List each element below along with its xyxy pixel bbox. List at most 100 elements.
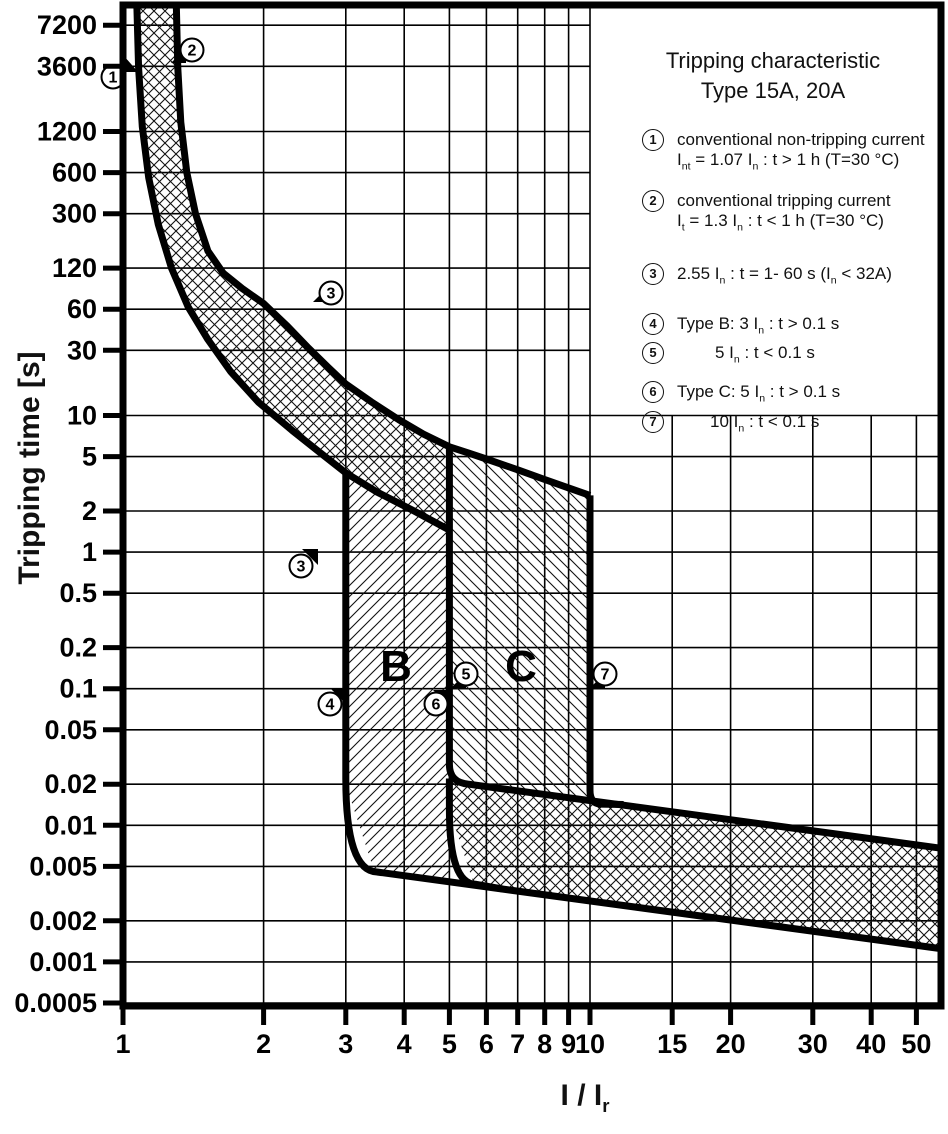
legend-number-4-icon: 4: [642, 313, 664, 336]
x-tick-label-4: 4: [397, 1029, 412, 1059]
legend-item-4-text: Type B: 3 In : t > 0.1 s: [677, 314, 840, 337]
legend-item-6: 6 Type C: 5 In : t > 0.1 s: [642, 380, 948, 408]
y-tick-label-7200: 7200: [37, 10, 97, 40]
type-b-5In-lower-boundary: [445, 778, 504, 893]
y-tick-label-2: 2: [82, 496, 97, 526]
x-tick-label-40: 40: [856, 1029, 886, 1059]
legend-item-3: 3 2.55 In : t = 1- 60 s (In < 32A): [642, 262, 948, 290]
y-tick-label-0.002: 0.002: [29, 906, 97, 936]
legend-item-6-text: Type C: 5 In : t > 0.1 s: [677, 381, 841, 405]
region-label-C: C: [505, 642, 537, 691]
hatched-regions: [136, 5, 941, 949]
x-tick-label-15: 15: [657, 1029, 687, 1059]
legend-item-7: 7 10 In : t < 0.1 s: [642, 411, 948, 438]
y-axis-title: Tripping time [s]: [13, 351, 46, 585]
type-c-5In-boundary-and-upper-magnetic-limit: [445, 446, 941, 852]
callout-1-flag-icon: [124, 56, 138, 72]
callout-7-number: 7: [601, 667, 610, 684]
region-c: [449, 446, 590, 800]
y-tick-label-0.2: 0.2: [59, 633, 97, 663]
callout-3-circle-icon: [318, 280, 344, 306]
legend-item-2-text: conventional tripping current It = 1.3 In…: [677, 191, 891, 234]
legend-item-1: 1 conventional non-tripping current Int = …: [642, 129, 948, 176]
legend-item-2: 2 conventional tripping current It = 1.3 I…: [642, 190, 948, 237]
callout-3-flag-icon: [302, 549, 318, 565]
legend-item-4: 4 Type B: 3 In : t > 0.1 s: [642, 313, 948, 340]
region-b: [345, 472, 475, 886]
callout-6-number: 6: [432, 697, 441, 714]
callout-3-marker: 3: [288, 549, 318, 579]
legend-number-6-icon: 6: [642, 380, 664, 403]
callout-markers: 1 2 3 3 4 5 6 7: [100, 37, 618, 717]
legend-item-1-text: conventional non-tripping current Int = 1…: [677, 130, 925, 173]
x-tick-label-3: 3: [338, 1029, 353, 1059]
callout-4-number: 4: [326, 697, 335, 714]
callout-1-number: 1: [109, 70, 118, 87]
callout-3-number: 3: [327, 286, 336, 303]
y-tick-label-0.01: 0.01: [44, 810, 97, 840]
x-tick-label-50: 50: [901, 1029, 931, 1059]
legend-title-line2: Type 15A, 20A: [700, 78, 846, 103]
x-tick-label-2: 2: [256, 1029, 271, 1059]
legend-number-2-icon: 2: [642, 190, 664, 213]
legend-number-3-icon: 3: [642, 262, 664, 285]
legend-item-5-text: 5 In : t < 0.1 s: [715, 342, 815, 365]
legend-title-line1: Tripping characteristic: [665, 48, 881, 73]
curve-1-conventional-non-tripping-1.07In: [133, 5, 452, 534]
y-tick-label-0.001: 0.001: [29, 947, 97, 977]
x-axis-title: I / Ir: [560, 1079, 610, 1116]
characteristic-curves: [133, 5, 941, 953]
x-tick-label-7: 7: [510, 1029, 525, 1059]
x-tick-label-1: 1: [115, 1029, 130, 1059]
legend-number-1-icon: 1: [642, 129, 664, 151]
y-tick-label-60: 60: [67, 294, 97, 324]
legend-number-5-icon: 5: [642, 341, 664, 364]
y-tick-label-120: 120: [52, 253, 97, 283]
curve-2-conventional-tripping-1.3In: [172, 5, 592, 499]
legend-items: 1 conventional non-tripping current Int = …: [598, 129, 948, 439]
y-tick-label-300: 300: [52, 199, 97, 229]
y-tick-label-30: 30: [67, 335, 97, 365]
callout-4-marker: 4: [317, 689, 347, 717]
callout-3-marker: 3: [313, 280, 344, 306]
y-tick-label-0.5: 0.5: [59, 578, 97, 608]
y-tick-label-0.05: 0.05: [44, 715, 97, 745]
x-tick-label-9: 9: [561, 1029, 576, 1059]
legend-title: Tripping characteristic Type 15A, 20A: [598, 46, 948, 106]
x-tick-label-5: 5: [442, 1029, 457, 1059]
y-tick-label-0.0005: 0.0005: [14, 988, 97, 1018]
y-tick-label-0.005: 0.005: [29, 851, 97, 881]
magnetic-band: [449, 773, 941, 949]
plot-border: [119, 1, 945, 1010]
callout-5-marker: 5: [451, 661, 479, 688]
callout-3-circle-icon: [288, 553, 314, 579]
thermal-band: [136, 5, 450, 530]
y-tick-label-3600: 3600: [37, 51, 97, 81]
callout-2-marker: 2: [171, 37, 205, 63]
y-tick-label-0.1: 0.1: [59, 674, 97, 704]
callout-4-circle-icon: [317, 691, 343, 717]
y-tick-label-1: 1: [82, 537, 97, 567]
callout-2-circle-icon: [179, 37, 205, 63]
y-tick-label-1200: 1200: [37, 117, 97, 147]
legend-item-7-text: 10 In : t < 0.1 s: [710, 412, 820, 435]
axis-ticks-and-labels: 7200360012006003001206030105210.50.20.10…: [14, 10, 931, 1059]
x-tick-label-6: 6: [479, 1029, 494, 1059]
callout-5-number: 5: [462, 667, 471, 684]
x-tick-label-30: 30: [798, 1029, 828, 1059]
type-c-10In-boundary: [586, 495, 624, 808]
y-tick-label-600: 600: [52, 158, 97, 188]
legend-number-7-icon: 7: [642, 411, 664, 434]
region-label-B: B: [380, 642, 412, 691]
x-tick-label-8: 8: [537, 1029, 552, 1059]
y-tick-label-0.02: 0.02: [44, 769, 97, 799]
callout-7-marker: 7: [590, 661, 618, 688]
callout-2-number: 2: [188, 43, 197, 60]
x-tick-label-10: 10: [575, 1029, 605, 1059]
legend-item-5: 5 5 In : t < 0.1 s: [642, 341, 948, 369]
x-tick-label-20: 20: [716, 1029, 746, 1059]
